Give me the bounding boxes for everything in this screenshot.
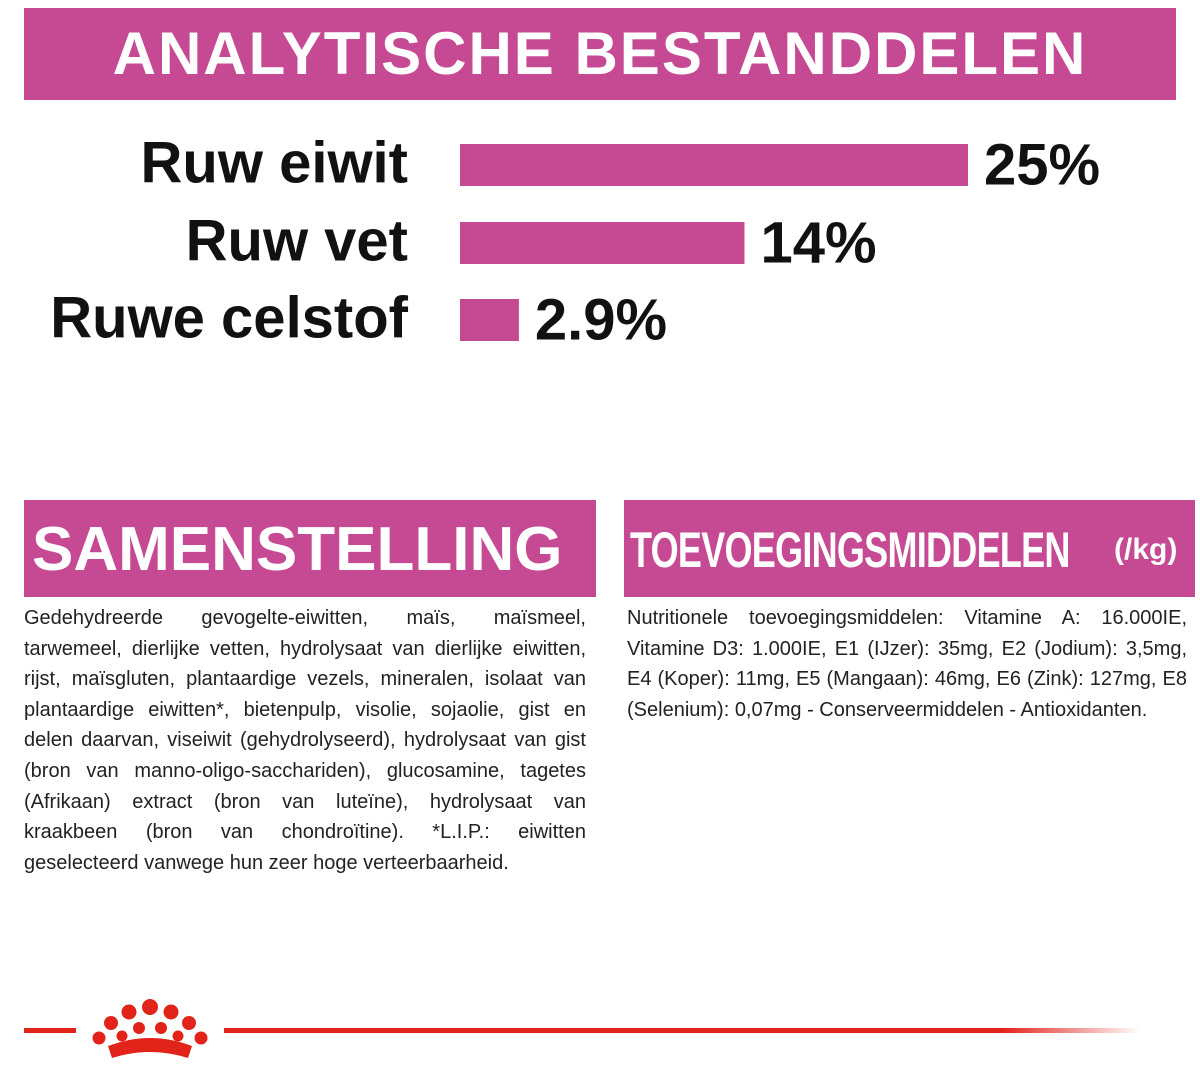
logo <box>92 999 208 1058</box>
bar <box>460 299 519 341</box>
unit: (/kg) <box>1114 533 1178 566</box>
section-title: SAMENSTELLING <box>24 500 596 597</box>
footer-line <box>24 1028 76 1033</box>
value-label: 14% <box>760 210 876 275</box>
value-label: 2.9% <box>535 287 667 352</box>
chart: Ruw eiwit 25% Ruw vet 14% Ruwe celstof 2.9% <box>50 130 1100 352</box>
chart-title: ANALYTISCHE BESTANDDELEN <box>24 8 1176 100</box>
bar <box>460 144 968 186</box>
section-header: TOEVOEGINGSMIDDELEN (/kg) <box>624 500 1195 597</box>
section-title: TOEVOEGINGSMIDDELEN <box>630 522 1070 578</box>
value-label: 25% <box>984 132 1100 197</box>
footer-line <box>224 1028 1140 1033</box>
category-label: Ruwe celstof <box>50 285 408 350</box>
additives-text: Nutritionele toevoegingsmiddelen: Vitami… <box>627 607 1187 721</box>
composition-text: Gedehydreerde gevogelte-eiwitten, maïs, … <box>24 607 586 874</box>
bar <box>460 222 745 264</box>
category-label: Ruw vet <box>186 208 408 273</box>
category-label: Ruw eiwit <box>141 130 408 195</box>
